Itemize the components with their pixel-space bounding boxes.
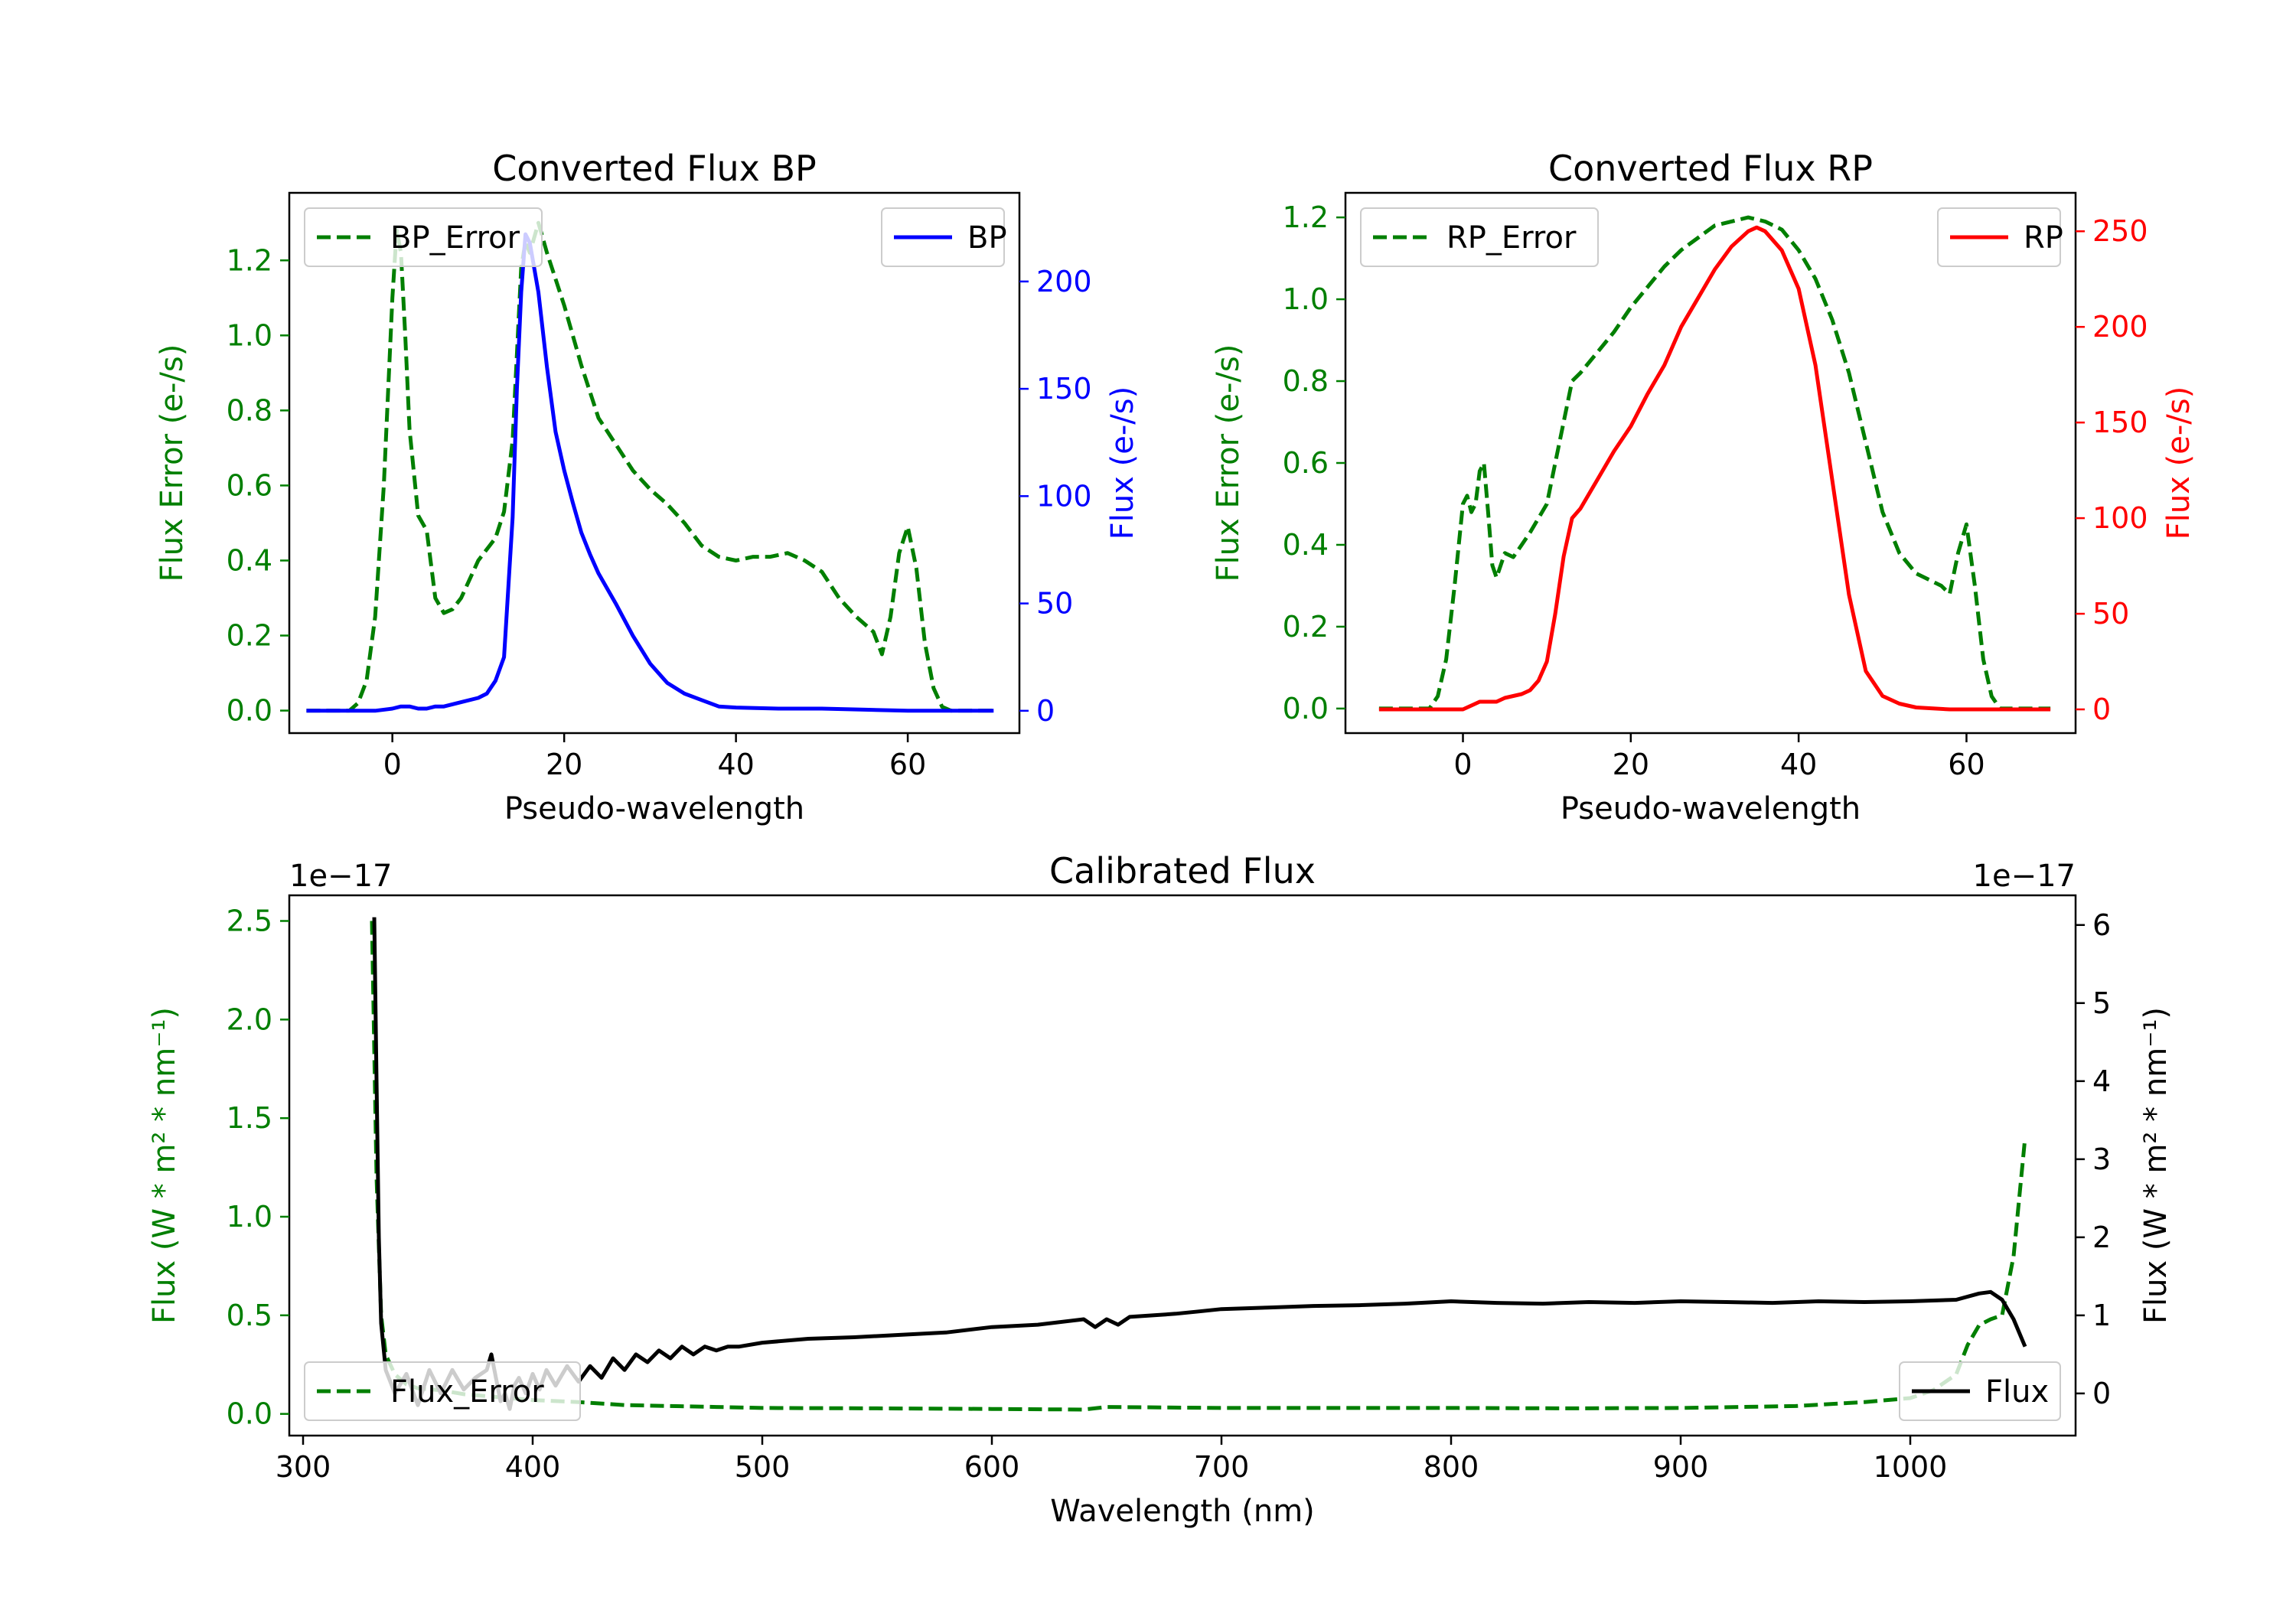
series-line-rp-error: [1378, 215, 2051, 711]
y2-scale-label: 1e−17: [1973, 859, 2076, 894]
y2-tick-label: 150: [2092, 406, 2148, 439]
legend-label: RP_Error: [1446, 220, 1577, 256]
x-tick-label: 900: [1653, 1450, 1709, 1484]
y2-axis-label: Flux (W * m² * nm⁻¹): [2138, 1007, 2174, 1324]
y-tick-label: 1.2: [1283, 200, 1329, 234]
y-tick-label: 0.0: [227, 694, 272, 728]
y-tick-label: 2.0: [227, 1002, 272, 1036]
legend-rp: RP: [1937, 207, 2063, 267]
x-tick-label: 300: [276, 1450, 331, 1484]
y-tick-label: 0.8: [1283, 364, 1329, 398]
axes-frame: [288, 894, 2077, 1437]
y-tick-label: 0.0: [1283, 692, 1329, 725]
y-axis-label: Flux (W * m² * nm⁻¹): [147, 1007, 182, 1324]
y-axis-label: Flux Error (e-/s): [155, 344, 190, 582]
y-tick-label: 2.5: [227, 904, 272, 937]
y2-tick-label: 0: [2092, 693, 2111, 726]
legend-label: Flux: [1985, 1374, 2049, 1410]
x-tick-label: 60: [1948, 748, 1985, 781]
x-tick-label: 0: [383, 748, 402, 781]
y-tick-label: 0.8: [227, 393, 272, 427]
y-tick-label: 0.6: [227, 468, 272, 502]
x-tick-label: 700: [1194, 1450, 1250, 1484]
y2-tick-label: 200: [2092, 310, 2148, 344]
x-axis-label: Pseudo-wavelength: [504, 791, 804, 826]
legend-flux-error: Flux_Error: [304, 1361, 581, 1421]
y-tick-label: 0.2: [227, 619, 272, 653]
legend-box: [304, 207, 543, 267]
x-tick-label: 20: [1613, 748, 1649, 781]
legend-box: [304, 1361, 581, 1421]
y2-tick-label: 0: [2092, 1377, 2111, 1410]
y2-tick-label: 200: [1036, 265, 1092, 298]
y2-tick-label: 4: [2092, 1064, 2111, 1098]
y2-tick-label: 150: [1036, 372, 1092, 406]
y2-tick-label: 2: [2092, 1221, 2111, 1254]
y2-tick-label: 50: [1036, 587, 1073, 621]
y-tick-label: 1.0: [227, 1200, 272, 1234]
panel-3: Calibrated Flux 300 400 500 600 700 800 900 1000…: [147, 850, 2174, 1529]
y-tick-label: 1.5: [227, 1101, 272, 1135]
x-tick-label: 500: [735, 1450, 791, 1484]
y-tick-label: 1.0: [227, 318, 272, 352]
y-tick-label: 0.2: [1283, 610, 1329, 644]
y2-tick-label: 100: [1036, 479, 1092, 513]
y-tick-label: 1.2: [227, 243, 272, 277]
x-tick-label: 400: [505, 1450, 561, 1484]
y-tick-label: 0.5: [227, 1299, 272, 1332]
y2-tick-label: 250: [2092, 214, 2148, 248]
x-tick-label: 40: [717, 748, 754, 781]
y2-tick-label: 5: [2092, 986, 2111, 1020]
y2-axis-label: Flux (e-/s): [1105, 386, 1140, 539]
x-tick-label: 1000: [1874, 1450, 1948, 1484]
y2-tick-label: 50: [2092, 597, 2129, 631]
y-axis-label: Flux Error (e-/s): [1211, 344, 1246, 582]
y2-tick-label: 1: [2092, 1299, 2111, 1332]
legend-box: [1360, 207, 1599, 267]
y-tick-label: 0.4: [1283, 528, 1329, 562]
series-line-bp: [306, 232, 994, 713]
legend-label: BP: [967, 220, 1007, 256]
x-tick-label: 60: [889, 748, 926, 781]
y-tick-label: 0.4: [227, 543, 272, 577]
legend-bp: BP: [881, 207, 1007, 267]
x-tick-label: 600: [964, 1450, 1020, 1484]
legend-label: BP_Error: [390, 220, 520, 256]
series-line-rp: [1378, 225, 2051, 712]
y-scale-label: 1e−17: [289, 859, 392, 894]
chart-title: Calibrated Flux: [1049, 850, 1316, 892]
legend-flux: Flux: [1899, 1361, 2061, 1421]
y2-tick-label: 3: [2092, 1143, 2111, 1176]
x-tick-label: 0: [1453, 748, 1472, 781]
legend-bp-error: BP_Error: [304, 207, 543, 267]
series-group: [306, 220, 994, 713]
legend-label: RP: [2024, 220, 2063, 256]
panel-1: Converted Flux BP 0 20 40 60 Pseudo-wavelengt…: [155, 148, 1140, 826]
y2-tick-label: 0: [1036, 694, 1055, 728]
x-tick-label: 800: [1424, 1450, 1479, 1484]
legend-label: Flux_Error: [390, 1374, 544, 1410]
chart-title: Converted Flux BP: [492, 148, 817, 189]
x-axis-label: Wavelength (nm): [1050, 1494, 1315, 1529]
y2-tick-label: 100: [2092, 501, 2148, 535]
series-group: [1378, 215, 2051, 712]
x-tick-label: 40: [1780, 748, 1817, 781]
chart-title: Converted Flux RP: [1548, 148, 1873, 189]
x-axis-label: Pseudo-wavelength: [1561, 791, 1861, 826]
y-tick-label: 0.0: [227, 1397, 272, 1431]
legend-box: [1899, 1361, 2061, 1421]
y-tick-label: 0.6: [1283, 446, 1329, 480]
y2-axis-label: Flux (e-/s): [2161, 386, 2197, 539]
y2-tick-label: 6: [2092, 908, 2111, 942]
panel-2: Converted Flux RP 0 20 40 60 Pseudo-wavelengt…: [1211, 148, 2197, 826]
legend-rp-error: RP_Error: [1360, 207, 1599, 267]
series-line-bp-error: [306, 220, 994, 713]
axes-frame: [288, 191, 1021, 735]
y-tick-label: 1.0: [1283, 282, 1329, 316]
x-tick-label: 20: [546, 748, 582, 781]
